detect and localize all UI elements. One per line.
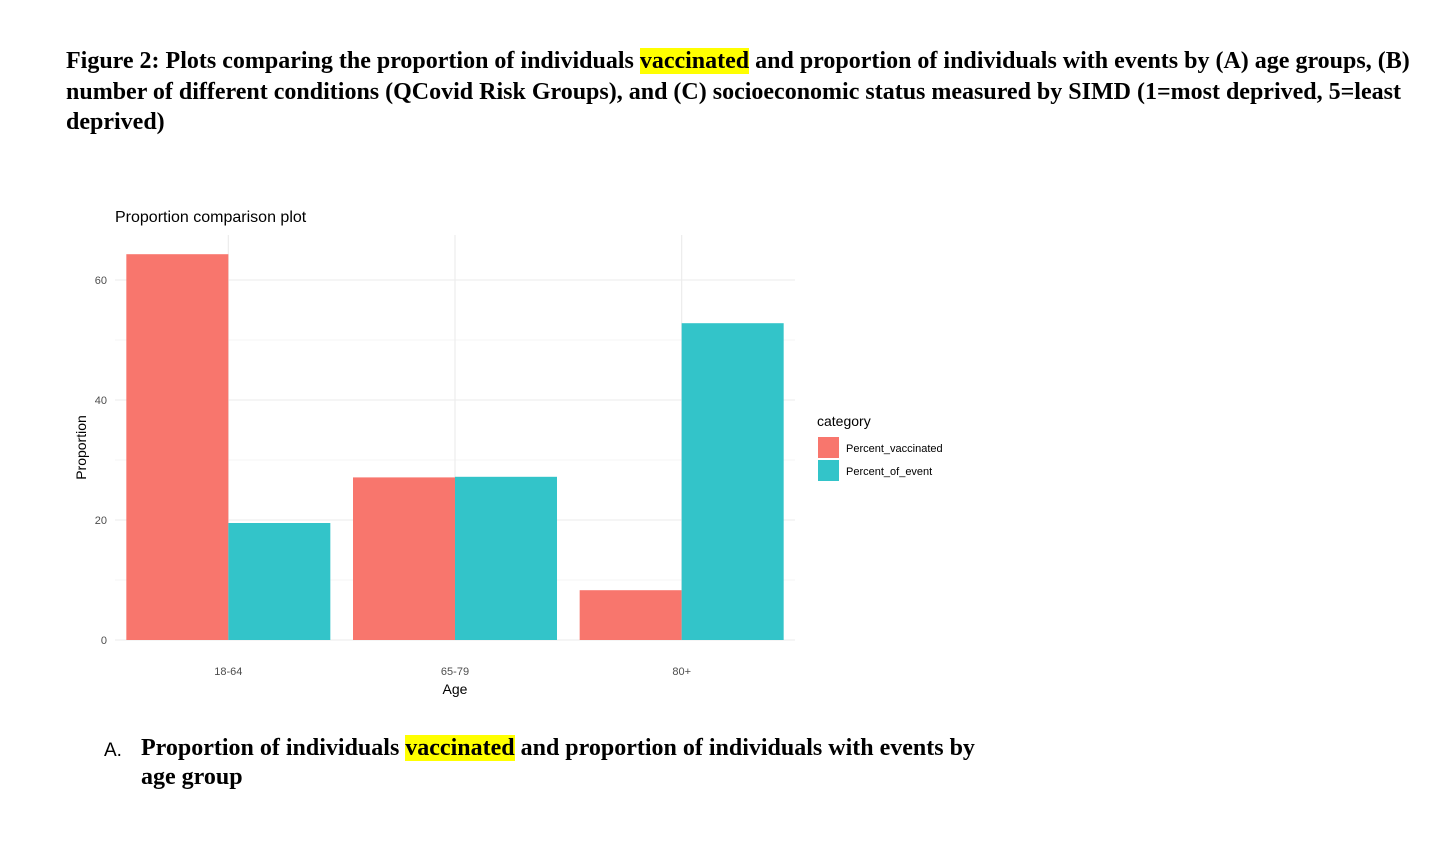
y-tick-label: 0 (101, 635, 107, 647)
figure-caption-text: Figure 2: Plots comparing the proportion… (66, 48, 640, 74)
subcaption-marker: A. (104, 740, 122, 761)
subcaption-text-rest: and proportion of individuals with event… (141, 735, 975, 790)
y-axis-label: Proportion (73, 415, 89, 480)
x-tick-label: 18-64 (214, 666, 242, 678)
figure-caption: Figure 2: Plots comparing the proportion… (66, 46, 1436, 138)
y-tick-label: 20 (95, 515, 107, 527)
subcaption-highlight: vaccinated (405, 735, 515, 761)
subcaption-text-start: Proportion of individuals (141, 735, 406, 761)
legend-label-Percent_vaccinated: Percent_vaccinated (846, 443, 943, 455)
x-tick-label: 65-79 (441, 666, 469, 678)
subcaption-text: Proportion of individuals vaccinated and… (141, 734, 981, 792)
figure-caption-highlight: vaccinated (639, 48, 750, 74)
x-axis-label: Age (443, 681, 468, 697)
y-tick-label: 40 (95, 395, 107, 407)
bar-Percent_of_event-80+ (681, 323, 784, 640)
legend-key-Percent_vaccinated (818, 437, 839, 458)
legend-label-Percent_of_event: Percent_of_event (846, 466, 932, 478)
bar-Percent_of_event-65-79 (455, 476, 557, 640)
bar-Percent_vaccinated-18-64 (126, 254, 229, 640)
chart-title: Proportion comparison plot (115, 209, 307, 226)
bar-Percent_vaccinated-80+ (579, 590, 682, 640)
figure-caption-text-rest: and proportion of individuals with event… (66, 48, 1410, 135)
x-tick-label: 80+ (672, 666, 691, 678)
legend-key-Percent_of_event (818, 460, 839, 481)
y-tick-label: 60 (95, 275, 107, 287)
bar-Percent_vaccinated-65-79 (353, 477, 455, 640)
bar-Percent_of_event-18-64 (228, 523, 331, 640)
bar-chart: 0 20 40 60 18-64 65-79 80+ Age Proportion Proport… (73, 209, 943, 697)
legend-title: category (817, 413, 871, 429)
